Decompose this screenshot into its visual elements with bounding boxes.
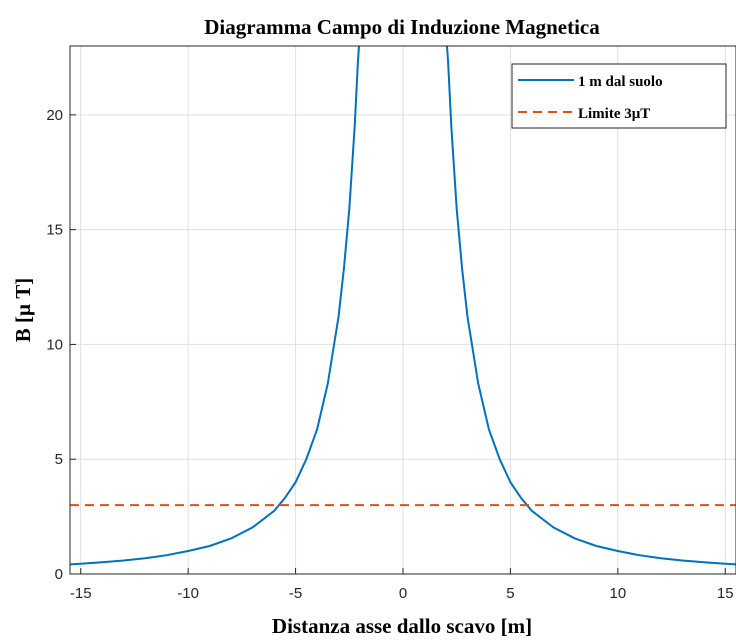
legend-label-1m: 1 m dal suolo [578,74,663,90]
y-tick-label: 10 [46,336,63,353]
x-axis-label: Distanza asse dallo scavo [m] [272,614,532,638]
x-tick-label: 5 [506,585,514,602]
y-tick-label: 5 [55,451,63,468]
x-tick-label: 10 [609,585,626,602]
chart-title: Diagramma Campo di Induzione Magnetica [204,15,600,39]
axis-ticks: -15 -10 -5 0 5 10 15 0 5 10 15 20 [46,107,733,602]
y-tick-label: 0 [55,566,63,583]
legend-box [511,63,727,129]
x-tick-label: -5 [289,585,302,602]
x-tick-label: 15 [717,585,734,602]
series-group [69,45,736,566]
x-tick-label: -10 [177,585,199,602]
x-tick-label: -15 [70,585,92,602]
y-tick-label: 20 [46,107,63,124]
y-axis-label: B [μ T] [11,278,35,342]
legend-label-limite: Limite 3μT [578,106,650,122]
y-tick-label: 15 [46,222,63,239]
x-tick-label: 0 [399,585,407,602]
legend: 1 m dal suolo Limite 3μT [511,63,727,129]
